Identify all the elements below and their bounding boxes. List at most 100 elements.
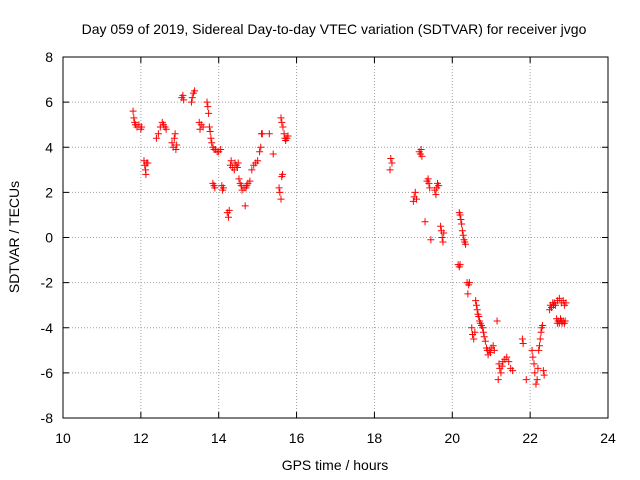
data-point xyxy=(529,353,537,361)
data-point xyxy=(180,96,188,104)
data-point xyxy=(475,312,483,320)
data-point xyxy=(432,191,440,199)
data-point xyxy=(187,98,195,106)
data-point xyxy=(522,376,530,384)
data-point xyxy=(437,222,445,230)
data-point xyxy=(199,123,207,131)
data-point xyxy=(561,317,569,325)
data-point xyxy=(493,317,501,325)
data-point xyxy=(505,358,513,366)
data-point xyxy=(246,177,254,185)
data-point xyxy=(162,125,170,133)
data-point xyxy=(438,234,446,241)
data-point xyxy=(471,328,479,336)
data-point xyxy=(217,146,225,154)
data-point xyxy=(203,98,211,106)
data-point xyxy=(411,188,419,196)
data-point xyxy=(170,134,178,142)
data-point xyxy=(457,215,465,223)
data-point xyxy=(234,159,242,167)
data-point xyxy=(503,353,511,361)
data-point xyxy=(227,157,235,165)
data-point xyxy=(208,139,216,147)
data-point xyxy=(130,114,138,122)
y-tick-label: 2 xyxy=(45,184,53,200)
data-point xyxy=(518,335,526,343)
y-axis-label: SDTVAR / TECUs xyxy=(6,181,22,293)
data-point xyxy=(387,155,395,163)
data-point xyxy=(205,109,213,117)
data-point xyxy=(509,367,517,375)
x-tick-label: 16 xyxy=(289,430,305,446)
data-point xyxy=(540,371,548,379)
data-point xyxy=(386,166,394,174)
y-tick-label: -6 xyxy=(41,365,54,381)
data-point xyxy=(188,94,196,102)
x-tick-label: 14 xyxy=(211,430,227,446)
data-point xyxy=(276,188,284,196)
x-tick-label: 20 xyxy=(444,430,460,446)
data-point xyxy=(275,184,283,192)
data-point xyxy=(462,240,470,248)
data-point xyxy=(435,182,443,190)
data-point xyxy=(277,195,285,203)
data-point xyxy=(235,175,243,183)
data-point xyxy=(456,211,464,219)
data-point xyxy=(154,130,162,138)
data-point xyxy=(472,301,480,309)
data-point xyxy=(439,238,447,246)
data-point xyxy=(551,301,559,309)
data-point xyxy=(207,134,215,142)
data-point xyxy=(456,261,464,269)
y-tick-label: -8 xyxy=(41,410,54,426)
data-point xyxy=(528,346,536,354)
data-point xyxy=(417,146,425,154)
data-point xyxy=(479,328,487,336)
data-point xyxy=(248,166,256,174)
data-point xyxy=(562,299,570,307)
chart-title: Day 059 of 2019, Sidereal Day-to-day VTE… xyxy=(82,21,587,37)
data-point xyxy=(280,130,288,138)
data-point xyxy=(205,123,213,131)
data-point xyxy=(257,143,265,151)
y-tick-labels: -8 -6 -4 -2 0 2 4 6 8 xyxy=(41,49,54,426)
data-point xyxy=(519,340,527,348)
data-point xyxy=(489,342,497,350)
data-point xyxy=(144,159,152,167)
data-point xyxy=(284,132,292,140)
data-point xyxy=(279,170,287,178)
data-point xyxy=(458,220,466,228)
data-point xyxy=(278,118,286,126)
data-point xyxy=(497,369,505,377)
data-point xyxy=(470,335,478,343)
data-point xyxy=(468,324,476,332)
data-point xyxy=(427,236,435,244)
y-tick-label: 4 xyxy=(45,139,53,155)
data-point xyxy=(498,362,506,370)
data-point xyxy=(539,321,547,329)
x-tick-labels: 10 12 14 16 18 20 22 24 xyxy=(55,430,616,446)
data-point xyxy=(179,91,187,99)
data-point xyxy=(555,294,563,302)
data-point xyxy=(531,369,539,377)
data-point xyxy=(224,213,232,221)
data-point xyxy=(191,87,199,95)
gridlines xyxy=(63,57,608,418)
y-tick-label: 8 xyxy=(45,49,53,65)
data-point xyxy=(536,335,544,343)
data-point xyxy=(211,184,219,192)
data-point xyxy=(152,134,160,142)
data-point xyxy=(479,324,487,332)
data-point xyxy=(129,107,137,115)
data-point xyxy=(458,227,466,235)
data-point xyxy=(219,184,227,192)
y-tick-label: 0 xyxy=(45,230,53,246)
data-point xyxy=(172,146,180,154)
data-point xyxy=(241,202,249,210)
data-point xyxy=(256,148,264,156)
data-point xyxy=(258,130,266,138)
data-point xyxy=(425,179,433,187)
data-point xyxy=(279,123,287,131)
